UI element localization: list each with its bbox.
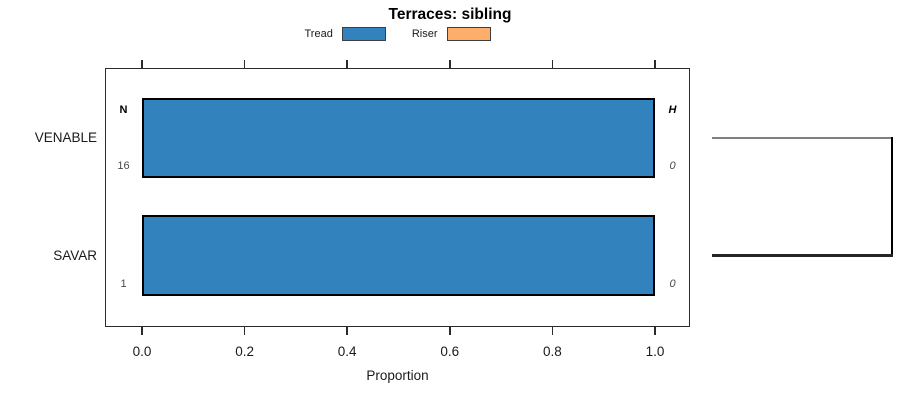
x-tick-top	[243, 60, 246, 68]
x-tick-label: 0.4	[337, 344, 357, 359]
annotation-n-header: N	[119, 104, 128, 116]
tread-color-swatch	[341, 27, 386, 41]
annotation-n-value: 1	[120, 278, 127, 290]
x-tick-label: 0.0	[132, 344, 152, 359]
x-tick-top	[449, 60, 451, 68]
x-tick-bottom	[346, 327, 348, 335]
x-tick-label: 0.6	[440, 344, 460, 359]
bar-segment-tread	[142, 98, 655, 178]
x-tick-label: 0.2	[235, 344, 254, 359]
x-tick-bottom	[654, 327, 656, 335]
x-tick-top	[346, 60, 348, 68]
annotation-h-header: H	[668, 104, 677, 116]
annotation-h-value: 0	[669, 278, 676, 290]
dendrogram-edge-top	[712, 136, 893, 140]
x-tick-top	[141, 60, 143, 68]
annotation-n-value: 16	[117, 160, 130, 172]
x-tick-bottom	[449, 327, 451, 335]
x-tick-bottom	[243, 327, 246, 335]
x-tick-label: 0.8	[543, 344, 562, 359]
dendrogram-edge-bottom	[712, 254, 893, 257]
bar-segment-tread	[142, 215, 655, 296]
x-tick-bottom	[551, 327, 554, 335]
legend: Tread Riser	[105, 27, 690, 41]
legend-label-riser: Riser	[411, 28, 438, 40]
x-tick-top	[654, 60, 656, 68]
riser-color-swatch	[446, 27, 491, 41]
annotation-h-value: 0	[669, 160, 676, 172]
category-label: SAVAR	[53, 247, 97, 263]
x-tick-bottom	[141, 327, 143, 335]
category-label: VENABLE	[34, 130, 97, 145]
dendrogram-edge-vertical	[891, 136, 893, 257]
legend-label-tread: Tread	[304, 28, 333, 40]
x-axis-label: Proportion	[366, 368, 429, 383]
legend-item-tread: Tread	[305, 27, 386, 41]
x-tick-top	[551, 60, 554, 68]
legend-item-riser: Riser	[412, 27, 491, 41]
x-tick-label: 1.0	[645, 344, 665, 359]
chart-title: Terraces: sibling	[388, 6, 512, 23]
